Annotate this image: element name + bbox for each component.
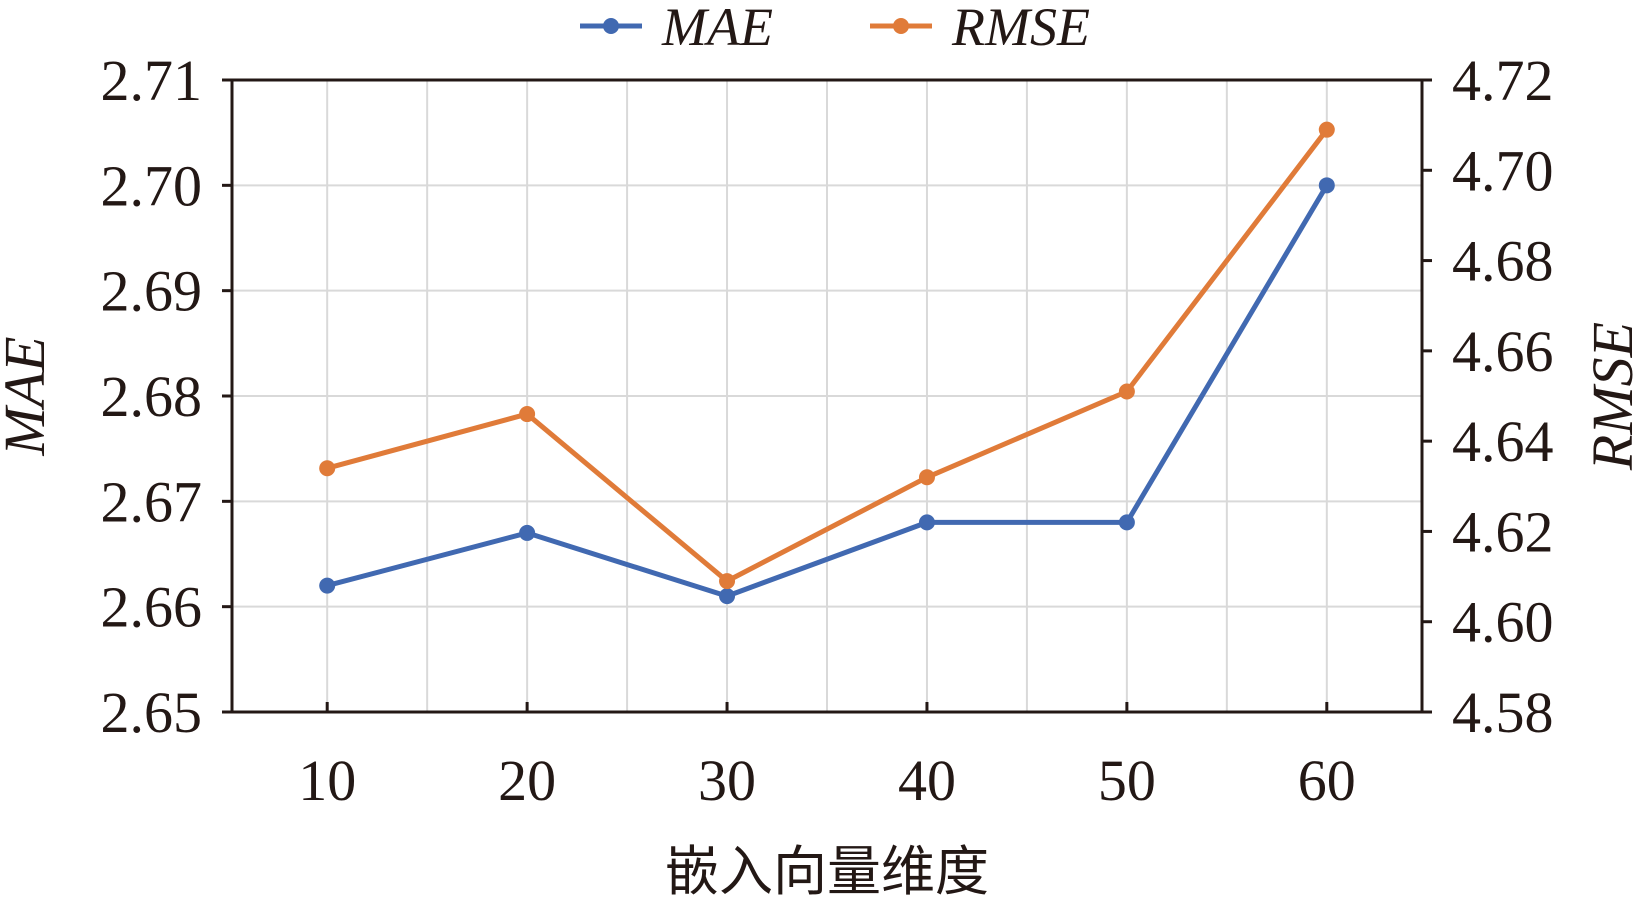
y-right-tick-label: 4.62 — [1452, 499, 1554, 564]
y-right-tick-label: 4.70 — [1452, 138, 1554, 203]
y-left-tick-label: 2.69 — [101, 259, 203, 324]
y-axis-left-ticks: 2.65 2.66 2.67 2.68 2.69 2.70 2.71 — [101, 48, 232, 745]
data-point-mae — [519, 524, 536, 541]
x-tick-label: 10 — [298, 748, 356, 813]
data-point-mae — [918, 514, 935, 531]
data-point-rmse — [1118, 383, 1135, 400]
grid-lines — [232, 79, 1422, 713]
data-point-rmse — [319, 460, 336, 477]
x-tick-label: 30 — [698, 748, 756, 813]
y-right-tick-label: 4.60 — [1452, 590, 1554, 655]
x-tick-label: 40 — [898, 748, 956, 813]
data-point-mae — [319, 577, 336, 594]
series-line-rmse — [326, 128, 1329, 584]
x-tick-label: 60 — [1298, 748, 1356, 813]
y-right-tick-label: 4.68 — [1452, 229, 1554, 294]
legend-marker-rmse — [893, 18, 909, 34]
y-axis-right-title: RMSE — [1580, 322, 1645, 471]
x-tick-label: 20 — [498, 748, 556, 813]
y-left-tick-label: 2.66 — [101, 575, 203, 640]
x-tick-label: 50 — [1098, 748, 1156, 813]
x-axis-title: 嵌入向量维度 — [665, 840, 989, 903]
y-right-tick-label: 4.66 — [1452, 319, 1554, 384]
legend-marker-mae — [603, 18, 619, 34]
data-point-rmse — [719, 573, 736, 590]
data-point-rmse — [918, 469, 935, 486]
y-left-tick-label: 2.70 — [101, 153, 203, 218]
series-line-mae — [326, 184, 1329, 599]
data-point-mae — [719, 588, 736, 605]
data-point-rmse — [519, 406, 536, 423]
legend: MAE RMSE — [580, 0, 1090, 57]
legend-label-rmse: RMSE — [951, 0, 1090, 57]
y-axis-left-title: MAE — [0, 336, 57, 456]
data-point-rmse — [1318, 121, 1335, 138]
y-left-tick-label: 2.71 — [101, 48, 203, 113]
y-left-tick-label: 2.67 — [101, 469, 203, 534]
y-right-tick-label: 4.64 — [1452, 409, 1554, 474]
y-left-tick-label: 2.68 — [101, 364, 203, 429]
y-right-tick-label: 4.72 — [1452, 48, 1554, 113]
legend-label-mae: MAE — [661, 0, 773, 57]
y-right-tick-label: 4.58 — [1452, 680, 1554, 745]
data-point-mae — [1118, 514, 1135, 531]
x-axis-ticks: 10 20 30 40 50 60 — [298, 702, 1356, 813]
y-left-tick-label: 2.65 — [101, 680, 203, 745]
data-point-mae — [1318, 177, 1335, 194]
series-lines — [319, 121, 1335, 605]
y-axis-right-ticks: 4.58 4.60 4.62 4.64 4.66 4.68 4.70 4.72 — [1422, 48, 1554, 745]
